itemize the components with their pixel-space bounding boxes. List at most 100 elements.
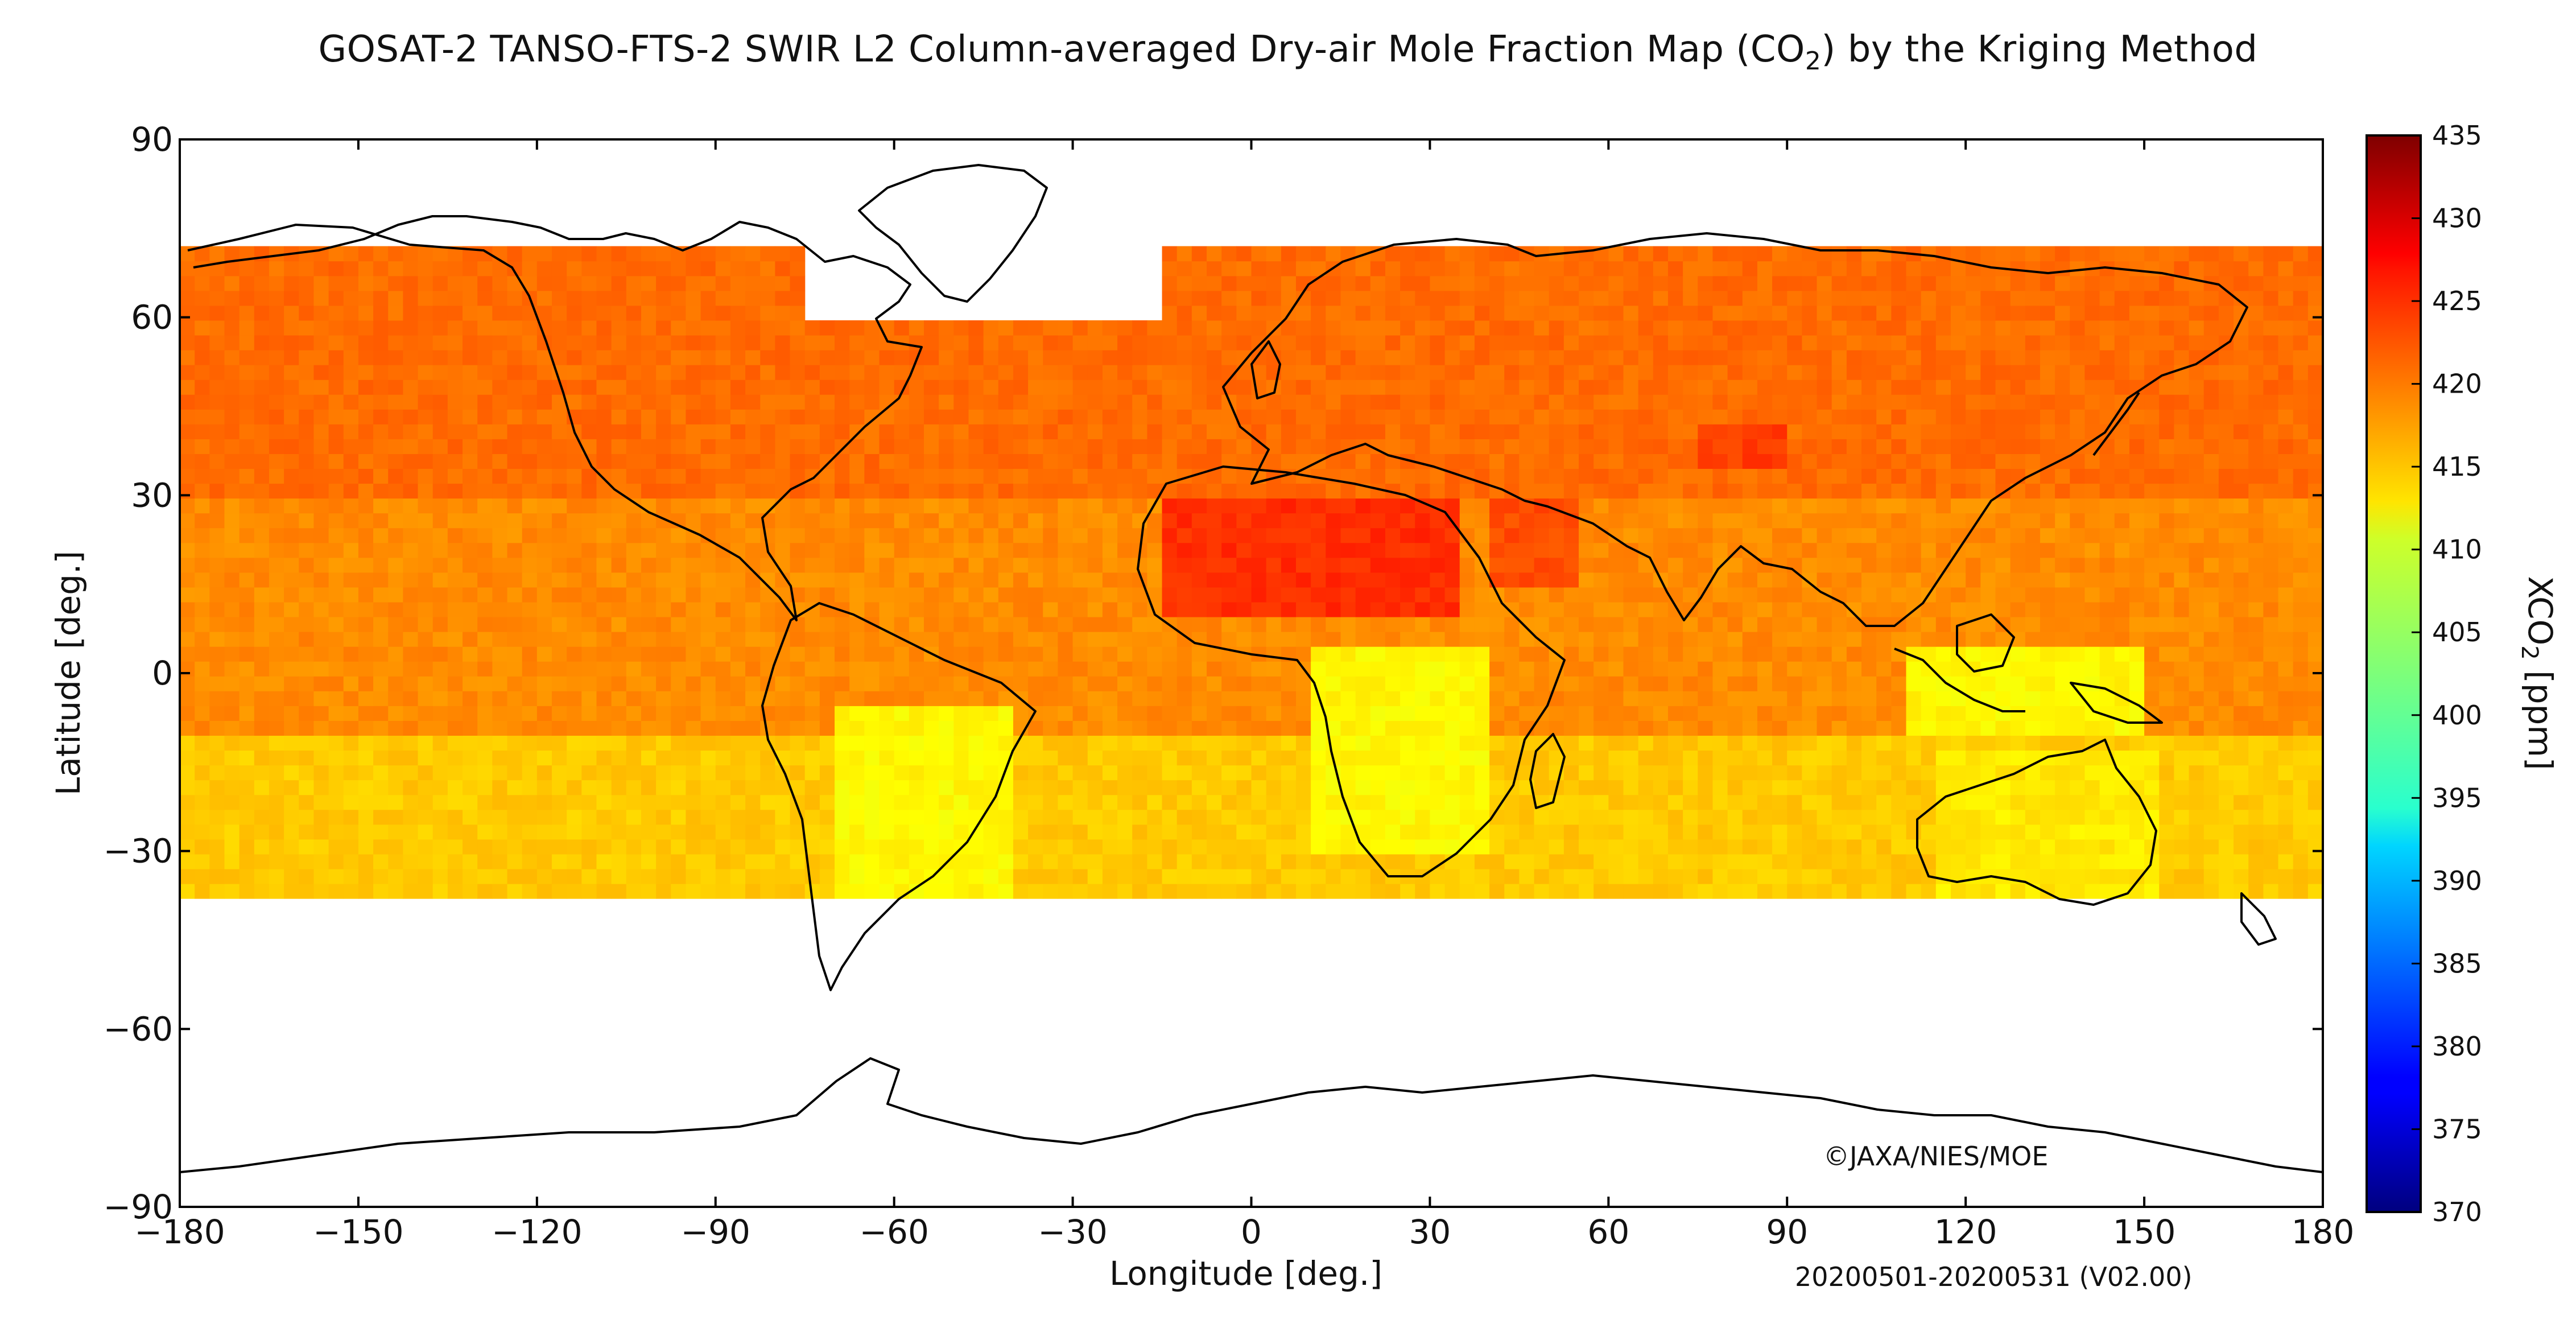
heatmap-cell: [819, 646, 835, 662]
heatmap-cell: [715, 527, 731, 543]
heatmap-cell: [388, 750, 403, 766]
heatmap-cell: [2248, 542, 2264, 558]
heatmap-cell: [313, 439, 329, 454]
heatmap-cell: [1013, 824, 1029, 840]
heatmap-cell: [715, 868, 731, 884]
heatmap-cell: [1385, 839, 1401, 855]
heatmap-cell: [254, 765, 270, 781]
heatmap-cell: [626, 572, 642, 588]
heatmap-cell: [1891, 572, 1907, 588]
heatmap-cell: [1087, 809, 1103, 825]
heatmap-cell: [1831, 439, 1847, 454]
heatmap-cell: [1698, 439, 1714, 454]
heatmap-cell: [2218, 676, 2234, 691]
heatmap-cell: [1563, 424, 1579, 439]
heatmap-cell: [507, 735, 523, 751]
heatmap-cell: [1712, 587, 1728, 603]
heatmap-cell: [2040, 424, 2055, 439]
heatmap-cell: [983, 394, 999, 410]
heatmap-cell: [2099, 824, 2115, 840]
heatmap-cell: [328, 883, 344, 899]
heatmap-cell: [388, 735, 403, 751]
heatmap-cell: [1787, 868, 1803, 884]
heatmap-cell: [2263, 394, 2279, 410]
heatmap-cell: [730, 780, 746, 795]
heatmap-cell: [1935, 765, 1951, 781]
heatmap-cell: [269, 706, 284, 721]
heatmap-cell: [1162, 883, 1178, 899]
heatmap-cell: [1966, 809, 1981, 825]
heatmap-cell: [596, 483, 612, 499]
heatmap-cell: [804, 765, 820, 781]
heatmap-cell: [492, 542, 508, 558]
heatmap-cell: [1653, 468, 1669, 484]
heatmap-cell: [1608, 676, 1624, 691]
heatmap-cell: [700, 676, 716, 691]
heatmap-cell: [1013, 601, 1029, 617]
heatmap-cell: [567, 691, 582, 706]
heatmap-cell: [373, 809, 389, 825]
heatmap-cell: [1712, 750, 1728, 766]
heatmap-cell: [224, 883, 240, 899]
heatmap-cell: [284, 720, 299, 736]
heatmap-cell: [1504, 706, 1520, 721]
heatmap-cell: [358, 661, 374, 677]
heatmap-cell: [879, 809, 895, 825]
heatmap-cell: [909, 616, 924, 632]
heatmap-cell: [1787, 587, 1803, 603]
heatmap-cell: [1921, 483, 1937, 499]
heatmap-cell: [730, 839, 746, 855]
heatmap-cell: [1683, 883, 1698, 899]
heatmap-cell: [1623, 780, 1639, 795]
heatmap-cell: [998, 394, 1014, 410]
heatmap-cell: [1117, 824, 1133, 840]
heatmap-cell: [819, 439, 835, 454]
heatmap-cell: [1058, 691, 1074, 706]
heatmap-cell: [1608, 542, 1624, 558]
heatmap-cell: [2234, 424, 2249, 439]
heatmap-cell: [239, 601, 255, 617]
heatmap-cell: [522, 394, 538, 410]
heatmap-cell: [2114, 854, 2130, 869]
heatmap-cell: [2248, 676, 2264, 691]
heatmap-cell: [1013, 587, 1029, 603]
heatmap-cell: [358, 735, 374, 751]
heatmap-cell: [745, 632, 761, 647]
heatmap-cell: [1683, 409, 1698, 424]
heatmap-cell: [536, 587, 552, 603]
heatmap-cell: [939, 706, 954, 721]
heatmap-cell: [1653, 454, 1669, 469]
heatmap-cell: [180, 439, 195, 454]
heatmap-cell: [1831, 854, 1847, 869]
heatmap-cell: [864, 439, 880, 454]
heatmap-cell: [1608, 601, 1624, 617]
heatmap-cell: [879, 454, 895, 469]
heatmap-cell: [1698, 542, 1714, 558]
heatmap-cell: [1102, 616, 1118, 632]
heatmap-cell: [254, 601, 270, 617]
heatmap-cell: [581, 616, 597, 632]
heatmap-cell: [2293, 765, 2309, 781]
heatmap-cell: [507, 380, 523, 395]
heatmap-cell: [1891, 883, 1907, 899]
heatmap-cell: [2174, 750, 2190, 766]
heatmap-cell: [760, 424, 775, 439]
heatmap-cell: [1802, 824, 1818, 840]
heatmap-cell: [1579, 794, 1594, 810]
heatmap-cell: [551, 839, 567, 855]
heatmap-cell: [1623, 454, 1639, 469]
heatmap-cell: [1058, 765, 1074, 781]
heatmap-cell: [968, 691, 984, 706]
heatmap-cell: [1013, 557, 1029, 573]
heatmap-cell: [1876, 720, 1892, 736]
heatmap-cell: [1935, 750, 1951, 766]
heatmap-cell: [2203, 439, 2219, 454]
heatmap-cell: [790, 735, 806, 751]
heatmap-cell: [2234, 720, 2249, 736]
heatmap-cell: [1906, 632, 1922, 647]
heatmap-cell: [1266, 750, 1282, 766]
heatmap-cell: [522, 691, 538, 706]
heatmap-cell: [1444, 380, 1460, 395]
heatmap-cell: [2010, 498, 2026, 514]
heatmap-cell: [447, 454, 463, 469]
